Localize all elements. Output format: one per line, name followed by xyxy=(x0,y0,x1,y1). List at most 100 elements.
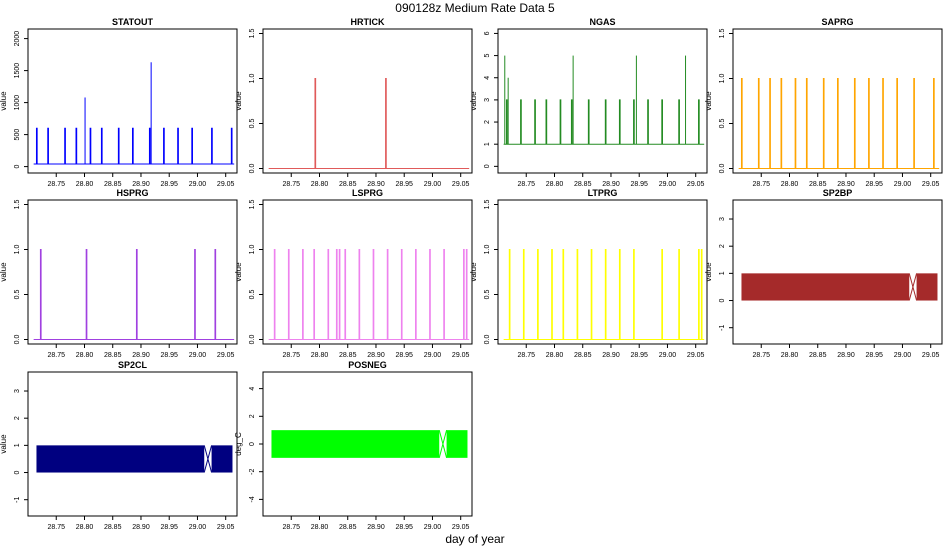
x-tick-label: 28.80 xyxy=(546,352,564,359)
y-tick-label: 1.0 xyxy=(249,245,256,255)
panel-statout: STATOUT value 28.75 28.80 28.85 28.90 28.95 29.… xyxy=(0,17,238,188)
panel-ltprg: LTPRG value 28.75 28.80 28.85 28.90 28.95 29.00… xyxy=(469,188,708,359)
x-tick-label: 28.90 xyxy=(132,524,150,531)
x-tick-label: 29.05 xyxy=(452,524,470,531)
panel-posneg: POSNEG deg_C 28.75 28.80 28.85 28.90 28.95 29.0… xyxy=(234,360,473,531)
x-tick-label: 28.95 xyxy=(160,181,178,188)
x-tick-label: 29.00 xyxy=(424,524,442,531)
x-tick-label: 29.00 xyxy=(189,524,207,531)
x-tick-label: 28.95 xyxy=(630,181,648,188)
panel-title: HRTICK xyxy=(351,17,385,27)
y-tick-label: 0.0 xyxy=(719,164,726,174)
x-tick-label: 28.95 xyxy=(395,352,413,359)
series-band xyxy=(36,445,205,473)
y-tick-label: 3 xyxy=(484,98,491,102)
x-tick-label: 28.95 xyxy=(865,181,883,188)
plot-frame xyxy=(262,28,473,174)
x-tick-label: 29.05 xyxy=(922,352,940,359)
series-line xyxy=(33,127,235,165)
x-tick-label: 29.05 xyxy=(217,524,235,531)
x-tick-label: 28.85 xyxy=(574,352,592,359)
y-tick-label: 0.5 xyxy=(484,290,491,300)
y-tick-label: 2 xyxy=(249,414,256,418)
x-tick-label: 28.80 xyxy=(311,352,329,359)
y-tick-label: 1.5 xyxy=(484,200,491,210)
y-tick-label: 500 xyxy=(14,129,21,141)
x-tick-label: 28.75 xyxy=(47,352,65,359)
y-tick-label: 1.5 xyxy=(249,29,256,39)
x-tick-label: 28.85 xyxy=(809,352,827,359)
plot-frame xyxy=(497,28,708,174)
y-tick-label: -2 xyxy=(249,468,256,474)
series-line xyxy=(503,99,705,145)
y-tick-label: 4 xyxy=(249,387,256,391)
y-tick-label: 6 xyxy=(484,31,491,35)
series-line xyxy=(33,249,235,340)
series-line xyxy=(438,430,448,458)
y-tick-label: 1 xyxy=(484,142,491,146)
y-tick-label: 0.0 xyxy=(249,335,256,345)
panel-title: STATOUT xyxy=(112,17,153,27)
y-axis-label: deg_C xyxy=(234,432,243,456)
y-tick-label: 0.0 xyxy=(484,335,491,345)
x-tick-label: 28.90 xyxy=(602,181,620,188)
y-axis-label: value xyxy=(234,262,243,282)
y-tick-label: 1.0 xyxy=(14,245,21,255)
y-tick-label: 0 xyxy=(719,298,726,302)
x-tick-label: 29.00 xyxy=(424,352,442,359)
y-tick-label: 0.5 xyxy=(249,290,256,300)
y-axis-label: value xyxy=(0,434,8,454)
panel-hrtick: HRTICK value 28.75 28.80 28.85 28.90 28.95 29.0… xyxy=(234,17,473,188)
panel-title: SP2BP xyxy=(823,188,853,198)
y-tick-label: 0 xyxy=(14,470,21,474)
x-tick-label: 28.75 xyxy=(752,181,770,188)
y-tick-label: 2 xyxy=(484,120,491,124)
y-tick-label: 2 xyxy=(14,416,21,420)
x-tick-label: 28.90 xyxy=(367,181,385,188)
series-band xyxy=(741,273,910,301)
x-tick-label: 29.00 xyxy=(189,352,207,359)
y-tick-label: 2000 xyxy=(14,31,21,47)
panel-title: LTPRG xyxy=(588,188,618,198)
x-tick-label: 28.80 xyxy=(781,352,799,359)
x-tick-label: 28.90 xyxy=(367,352,385,359)
panel-title: HSPRG xyxy=(116,188,148,198)
x-tick-label: 29.00 xyxy=(894,181,912,188)
x-tick-label: 28.80 xyxy=(76,181,94,188)
panel-hsprg: HSPRG value 28.75 28.80 28.85 28.90 28.95 29.00… xyxy=(0,188,238,359)
y-tick-label: 1 xyxy=(719,271,726,275)
y-axis-label: value xyxy=(704,262,713,282)
panel-title: SP2CL xyxy=(118,360,148,370)
x-tick-label: 28.75 xyxy=(282,352,300,359)
x-tick-label: 29.00 xyxy=(424,181,442,188)
series-line xyxy=(268,78,470,169)
x-tick-label: 28.75 xyxy=(282,524,300,531)
y-tick-label: 1000 xyxy=(14,95,21,111)
panel-lsprg: LSPRG value 28.75 28.80 28.85 28.90 28.95 29.00… xyxy=(234,188,473,359)
plot-frame xyxy=(27,199,238,345)
x-tick-label: 28.75 xyxy=(47,524,65,531)
x-tick-label: 28.95 xyxy=(865,352,883,359)
x-tick-label: 29.05 xyxy=(452,352,470,359)
x-tick-label: 28.85 xyxy=(104,181,122,188)
y-axis-label: value xyxy=(469,262,478,282)
y-tick-label: -1 xyxy=(14,496,21,502)
y-tick-label: 1500 xyxy=(14,63,21,79)
x-tick-label: 28.80 xyxy=(76,524,94,531)
chart-main-title: 090128z Medium Rate Data 5 xyxy=(395,1,555,15)
panel-title: NGAS xyxy=(589,17,615,27)
y-tick-label: 1.0 xyxy=(719,74,726,84)
panel-ngas: NGAS value 28.75 28.80 28.85 28.90 28.95 29.00 2… xyxy=(469,17,708,188)
x-tick-label: 28.80 xyxy=(546,181,564,188)
y-tick-label: 2 xyxy=(719,244,726,248)
x-tick-label: 28.90 xyxy=(837,181,855,188)
x-tick-label: 29.05 xyxy=(217,181,235,188)
panel-sp2bp: SP2BP value 28.75 28.80 28.85 28.90 28.95 29.00… xyxy=(704,188,943,359)
y-tick-label: 0 xyxy=(14,165,21,169)
x-tick-label: 28.95 xyxy=(630,352,648,359)
x-tick-label: 28.85 xyxy=(339,352,357,359)
x-tick-label: 28.90 xyxy=(837,352,855,359)
y-axis-label: value xyxy=(0,91,8,111)
y-tick-label: 1.5 xyxy=(719,29,726,39)
x-tick-label: 28.75 xyxy=(517,181,535,188)
